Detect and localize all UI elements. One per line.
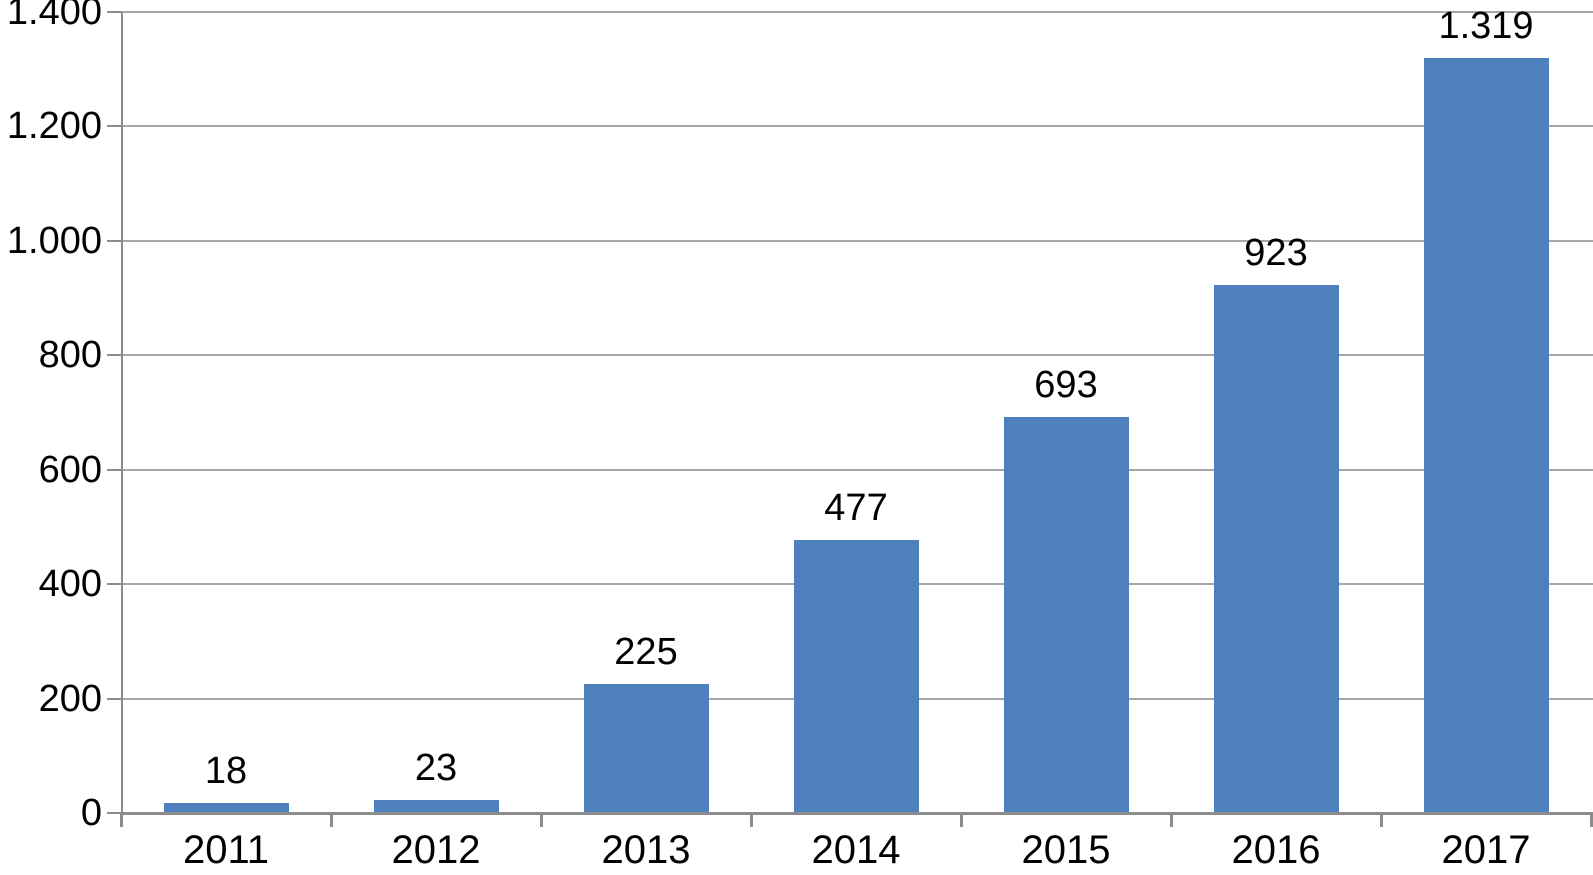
x-axis-label: 2017 <box>1441 828 1531 872</box>
bar-2013 <box>584 684 709 813</box>
bar-2015 <box>1004 417 1129 813</box>
y-axis-tick <box>107 11 121 13</box>
y-axis-tick-label: 1.400 <box>6 0 102 33</box>
y-axis-tick-label: 0 <box>80 792 102 834</box>
bar-2014 <box>794 540 919 813</box>
bar-2011 <box>164 803 289 813</box>
y-axis-tick <box>107 125 121 128</box>
bar-2016 <box>1214 285 1339 813</box>
bar-2012 <box>374 800 499 813</box>
bar-value-label: 923 <box>1244 232 1308 274</box>
bar-value-label: 23 <box>414 747 458 789</box>
x-axis-tick <box>1590 813 1593 827</box>
y-axis-tick <box>107 354 121 357</box>
bar-value-label: 1.319 <box>1438 5 1534 47</box>
bar-value-label: 693 <box>1034 364 1098 406</box>
x-axis-tick <box>1170 813 1173 827</box>
gridline <box>121 125 1593 128</box>
y-axis-tick <box>107 583 121 586</box>
y-axis-tick-label: 400 <box>38 563 102 606</box>
y-axis-tick-label: 1.200 <box>6 105 102 148</box>
y-axis-line <box>121 12 123 827</box>
y-axis-tick-label: 200 <box>38 677 102 720</box>
bar-value-label: 477 <box>824 487 888 529</box>
x-axis-label: 2011 <box>182 828 269 872</box>
x-axis-tick <box>540 813 543 827</box>
bar-value-label: 18 <box>204 750 248 792</box>
y-axis-tick-label: 600 <box>38 448 102 491</box>
gridline <box>121 468 1593 471</box>
gridline <box>121 354 1593 357</box>
x-axis-label: 2014 <box>811 828 901 872</box>
bar-2017 <box>1424 58 1549 813</box>
gridline <box>121 11 1593 13</box>
x-axis-label: 2015 <box>1021 828 1111 872</box>
gridline <box>121 239 1593 242</box>
x-axis-tick <box>750 813 753 827</box>
x-axis-tick <box>960 813 963 827</box>
x-axis-line <box>121 812 1593 815</box>
y-axis-tick <box>107 697 121 700</box>
x-axis-tick <box>1380 813 1383 827</box>
x-axis-label: 2012 <box>391 828 481 872</box>
y-axis-tick <box>107 239 121 242</box>
x-axis-tick <box>330 813 333 827</box>
bar-value-label: 225 <box>614 631 678 673</box>
x-axis-label: 2016 <box>1231 828 1321 872</box>
y-axis-tick <box>107 468 121 471</box>
y-axis-tick-label: 800 <box>38 334 102 377</box>
y-axis-tick-label: 1.000 <box>6 219 102 262</box>
y-axis-tick <box>107 812 121 814</box>
x-axis-label: 2013 <box>601 828 691 872</box>
